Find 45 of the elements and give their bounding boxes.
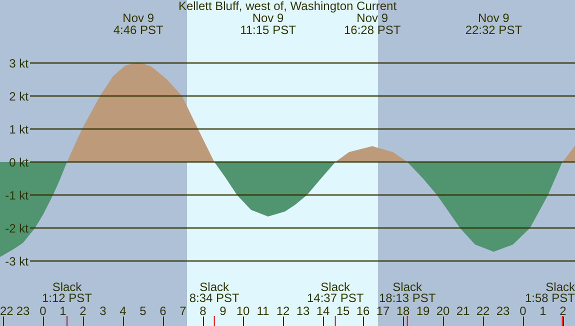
chart-title: Kellett Bluff, west of, Washington Current: [178, 0, 398, 13]
x-tick-label: 2: [80, 304, 87, 318]
y-tick-label: -2 kt: [5, 222, 30, 236]
x-tick-label: 23: [496, 304, 510, 318]
x-tick-label: 18: [396, 304, 410, 318]
y-tick-label: -3 kt: [5, 254, 30, 268]
y-tick-label: 3 kt: [9, 56, 30, 71]
x-tick-label: 19: [416, 304, 430, 318]
y-tick-label: -1 kt: [5, 188, 30, 203]
x-tick-label: 13: [296, 304, 310, 318]
x-tick-label: 0: [40, 304, 47, 318]
annotation: Slack 14:37 PST: [306, 280, 364, 305]
annotation: Nov 9 4:46 PST: [113, 11, 164, 37]
annotation: Slack 1:58 PST: [524, 280, 575, 305]
x-tick-label: 16: [356, 304, 370, 318]
x-tick-label: 6: [160, 304, 167, 318]
x-tick-label: 1: [540, 304, 547, 318]
x-tick-label: 5: [140, 304, 147, 318]
x-tick-label: 21: [456, 304, 470, 318]
annotation: Slack 1:12 PST: [42, 280, 93, 305]
x-tick-label: 17: [376, 304, 390, 318]
x-tick-label: 15: [336, 304, 350, 318]
annotation: Nov 9 11:15 PST: [240, 11, 297, 37]
x-tick-label: 14: [316, 304, 330, 318]
x-tick-label: 3: [100, 304, 107, 318]
x-tick-label: 11: [256, 304, 270, 318]
y-tick-label: 2 kt: [9, 90, 30, 104]
x-tick-label: 22: [0, 304, 14, 318]
x-tick-label: 22: [476, 304, 490, 318]
x-tick-label: 1: [60, 304, 67, 318]
x-tick-label: 4: [120, 304, 127, 318]
x-tick-label: 23: [16, 304, 30, 318]
x-tick-label: 2: [560, 304, 567, 318]
x-tick-label: 8: [200, 304, 207, 318]
annotation: Nov 9 16:28 PST: [344, 11, 402, 37]
x-tick-label: 7: [180, 304, 187, 318]
annotation: Nov 9 22:32 PST: [465, 11, 523, 37]
x-tick-label: 9: [220, 304, 227, 318]
x-tick-label: 0: [520, 304, 527, 318]
annotation: Slack 8:34 PST: [189, 280, 240, 305]
x-tick-label: 10: [236, 304, 250, 318]
y-tick-label: 1 kt: [9, 122, 30, 137]
x-tick-label: 12: [276, 304, 290, 318]
annotation: Slack 18:13 PST: [378, 280, 436, 305]
x-tick-label: 20: [436, 304, 450, 318]
